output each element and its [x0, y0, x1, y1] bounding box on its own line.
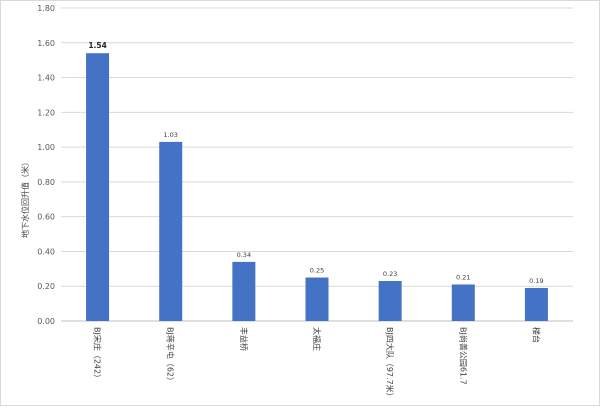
- y-tick-label: 0.00: [37, 317, 55, 326]
- category-label: BJ蒋辛屯（62）: [166, 327, 176, 385]
- category-label: BJ四大队（97.7米）: [385, 327, 395, 401]
- bar: [451, 284, 475, 321]
- category-label: 楼台: [531, 327, 541, 343]
- data-label: 0.34: [237, 251, 251, 259]
- data-label: 0.23: [383, 270, 397, 278]
- bars: [86, 53, 548, 321]
- category-labels: BJ宋庄（242） BJ蒋辛屯（62） 丰益桥 太福庄 BJ四大队（97.7米） BJ尚善…: [93, 327, 542, 401]
- category-label: BJ尚善公园61.7: [458, 327, 468, 385]
- y-tick-label: 1.80: [37, 4, 55, 13]
- y-tick-label: 0.40: [37, 247, 55, 256]
- bar: [524, 287, 548, 321]
- y-axis-title: 地下水位回升值（米）: [20, 158, 30, 238]
- bar: [159, 141, 183, 321]
- y-tick-label: 1.00: [37, 143, 55, 152]
- y-tick-label: 1.60: [37, 39, 55, 48]
- category-label: 丰益桥: [239, 327, 249, 351]
- category-label: 太福庄: [312, 327, 322, 351]
- data-label: 0.25: [310, 267, 324, 275]
- bar: [378, 281, 402, 321]
- bar: [86, 53, 110, 321]
- bar: [232, 261, 256, 321]
- y-tick-label: 0.80: [37, 178, 55, 187]
- data-labels: 1.54 1.03 0.34 0.25 0.23 0.21 0.19: [88, 41, 543, 285]
- category-label: BJ宋庄（242）: [93, 327, 103, 382]
- y-tick-label: 0.20: [37, 282, 55, 291]
- y-tick-label: 0.60: [37, 213, 55, 222]
- data-label: 0.21: [456, 273, 470, 281]
- gridlines: [61, 7, 573, 322]
- data-label: 1.03: [163, 131, 177, 139]
- data-label: 1.54: [88, 41, 107, 50]
- data-label: 0.19: [529, 277, 543, 285]
- y-tick-label: 1.20: [37, 108, 55, 117]
- y-tick-label: 1.40: [37, 74, 55, 83]
- y-tick-labels: 0.00 0.20 0.40 0.60 0.80 1.00 1.20 1.40 1.60 1.80: [37, 4, 55, 326]
- bar: [305, 277, 329, 321]
